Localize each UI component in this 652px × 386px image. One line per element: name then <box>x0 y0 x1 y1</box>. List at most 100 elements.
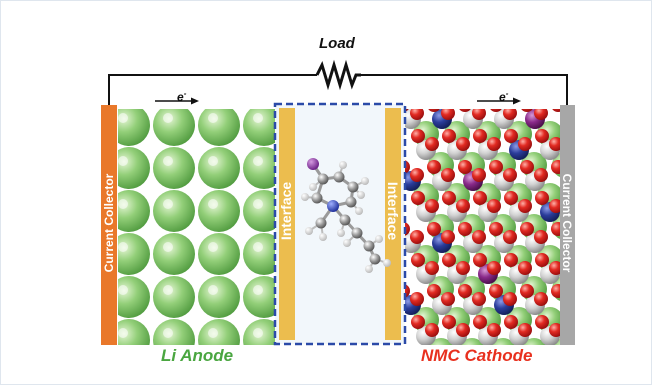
oxygen-atom <box>425 137 439 151</box>
oxygen-atom <box>518 261 532 275</box>
oxygen-atom <box>535 191 549 205</box>
interstitial <box>193 272 199 278</box>
li-atom <box>118 319 150 345</box>
oxygen-atom <box>428 109 440 112</box>
interstitial <box>238 272 244 278</box>
oxygen-atom <box>549 261 561 275</box>
hydrogen-atom <box>343 239 351 247</box>
interface-right-label: Interface <box>385 181 401 241</box>
oxygen-atom <box>580 323 594 337</box>
oxygen-atom <box>472 292 486 306</box>
highlight <box>118 113 128 123</box>
carbon-atom <box>347 181 359 193</box>
li-atom <box>198 319 240 345</box>
carbon-atom <box>351 227 363 239</box>
oxygen-atom <box>396 346 410 360</box>
highlight <box>163 156 173 166</box>
carbon-atom <box>363 240 375 252</box>
electron-arrow-icon <box>155 97 199 105</box>
oxygen-atom <box>549 199 561 213</box>
electron-label-left: e- <box>177 89 187 104</box>
interstitial <box>238 186 244 192</box>
oxygen-atom <box>489 160 503 174</box>
interstitial <box>148 229 154 235</box>
highlight <box>208 285 218 295</box>
oxygen-atom <box>410 292 424 306</box>
molecule-icon <box>301 158 391 273</box>
oxygen-atom <box>410 168 424 182</box>
oxygen-atom <box>456 261 470 275</box>
oxygen-atom <box>441 109 455 120</box>
li-atom <box>153 109 195 146</box>
hydrogen-atom <box>301 193 309 201</box>
highlight <box>163 199 173 209</box>
li-atom <box>153 319 195 345</box>
carbon-atom <box>345 196 357 208</box>
interstitial <box>193 186 199 192</box>
oxygen-atom <box>504 129 518 143</box>
highlight <box>208 199 218 209</box>
li-atom <box>153 233 195 275</box>
carbon-atom <box>339 214 351 226</box>
oxygen-atom <box>456 323 470 337</box>
highlight <box>208 242 218 252</box>
interstitial <box>193 229 199 235</box>
oxygen-atom <box>580 199 594 213</box>
interstitial <box>238 315 244 321</box>
highlight <box>253 328 263 338</box>
highlight <box>253 113 263 123</box>
oxygen-atom <box>534 168 548 182</box>
interstitial <box>148 272 154 278</box>
li-atom <box>153 276 195 318</box>
carbon-atom <box>315 217 327 229</box>
oxygen-atom <box>473 253 487 267</box>
interstitial <box>193 315 199 321</box>
highlight <box>163 113 173 123</box>
oxygen-atom <box>503 109 517 120</box>
li-atom <box>198 109 240 146</box>
oxygen-atom <box>427 222 441 236</box>
highlight <box>253 156 263 166</box>
li-atom <box>198 233 240 275</box>
iodine-atom <box>307 158 319 170</box>
carbon-atom <box>369 253 381 265</box>
oxygen-atom <box>441 292 455 306</box>
oxygen-atom <box>549 137 561 151</box>
oxygen-atom <box>534 230 548 244</box>
oxygen-atom <box>487 199 501 213</box>
nmc-cathode-lattice <box>396 109 594 368</box>
oxygen-atom <box>410 230 424 244</box>
hydrogen-atom <box>375 235 383 243</box>
oxygen-atom <box>411 191 425 205</box>
interstitial <box>238 143 244 149</box>
li-atom <box>243 109 278 146</box>
oxygen-atom <box>441 168 455 182</box>
oxygen-atom <box>456 137 470 151</box>
highlight <box>208 328 218 338</box>
carbon-atom <box>311 192 323 204</box>
carbon-atom <box>333 171 345 183</box>
oxygen-atom <box>551 284 561 298</box>
oxygen-atom <box>490 109 502 112</box>
highlight <box>118 285 128 295</box>
oxygen-atom <box>487 261 501 275</box>
oxygen-atom <box>410 109 424 120</box>
electrolyte-box-border <box>273 102 407 346</box>
hydrogen-atom <box>361 177 369 185</box>
oxygen-atom <box>534 354 548 368</box>
oxygen-atom <box>580 137 594 151</box>
current-collector-right <box>560 105 575 345</box>
oxygen-atom <box>427 160 441 174</box>
interface-bar-left <box>279 108 295 340</box>
highlight <box>253 242 263 252</box>
current-collector-left-label: Current Collector <box>102 173 116 273</box>
oxygen-atom <box>503 230 517 244</box>
oxygen-atom <box>458 284 472 298</box>
oxygen-atom <box>518 137 532 151</box>
oxygen-atom <box>442 129 456 143</box>
electrolyte-region <box>275 104 405 344</box>
interstitial <box>148 315 154 321</box>
oxygen-atom <box>518 323 532 337</box>
current-collector-right-label: Current Collector <box>560 173 574 273</box>
